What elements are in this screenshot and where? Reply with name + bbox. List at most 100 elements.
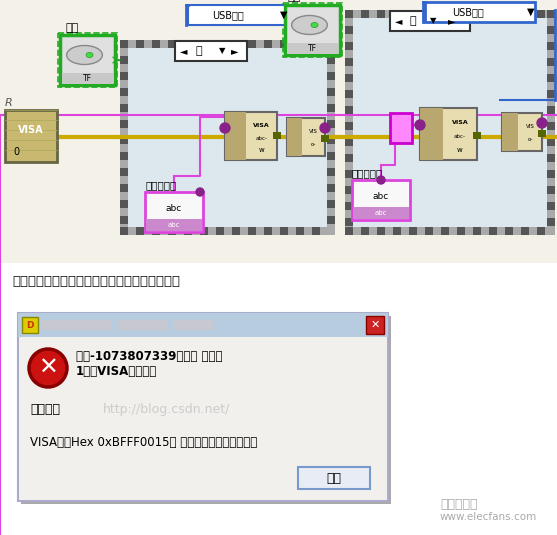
Text: ▼: ▼ [430, 17, 437, 26]
Bar [457, 10, 465, 18]
Bar [120, 40, 128, 48]
Text: ▼: ▼ [527, 7, 535, 17]
Text: 可能原因: 可能原因 [30, 403, 60, 416]
Bar [547, 106, 555, 114]
Bar [0, 0, 557, 263]
Bar [327, 56, 335, 64]
Bar [22, 317, 38, 333]
Ellipse shape [311, 22, 318, 27]
Bar [327, 40, 335, 48]
Bar [120, 40, 335, 235]
Bar [353, 207, 409, 219]
Bar [120, 40, 128, 48]
Bar [345, 90, 353, 98]
Text: 写入缓冲区: 写入缓冲区 [352, 168, 383, 178]
Text: VISA: VISA [253, 123, 270, 128]
Text: 我们点击运行看一下效果。结果系统又报错了。: 我们点击运行看一下效果。结果系统又报错了。 [12, 275, 180, 288]
Text: ▼: ▼ [280, 10, 287, 20]
Text: abc-: abc- [454, 134, 466, 139]
Bar [280, 40, 288, 48]
Bar [361, 10, 369, 18]
Text: ✕: ✕ [38, 356, 58, 380]
Bar [184, 227, 192, 235]
Bar [21, 316, 391, 504]
Text: o-: o- [311, 142, 316, 147]
Bar [120, 88, 128, 96]
Bar [327, 72, 335, 80]
Bar [473, 227, 481, 235]
Text: 继续: 继续 [326, 471, 341, 485]
Text: ►: ► [448, 16, 456, 26]
Circle shape [320, 123, 330, 133]
Text: R: R [5, 98, 13, 108]
Text: http://blog.csdn.net/: http://blog.csdn.net/ [103, 403, 231, 416]
Ellipse shape [292, 16, 328, 34]
Text: 写入缓冲区: 写入缓冲区 [145, 180, 176, 190]
Bar [248, 227, 256, 235]
Bar [120, 184, 128, 192]
Text: ◄: ◄ [395, 16, 403, 26]
Bar [312, 227, 320, 235]
Bar [18, 313, 388, 337]
Bar [345, 10, 555, 235]
Bar [505, 10, 513, 18]
Text: 真: 真 [195, 46, 202, 56]
Bar [345, 10, 353, 18]
Bar [409, 10, 417, 18]
Bar [18, 313, 388, 501]
Bar [345, 42, 353, 50]
Bar [62, 73, 113, 84]
Text: VIS: VIS [526, 124, 534, 129]
Bar [200, 227, 208, 235]
Bar [547, 90, 555, 98]
Text: ►: ► [231, 46, 238, 56]
Bar [200, 40, 208, 48]
Circle shape [377, 176, 385, 184]
Bar [5, 110, 57, 162]
Text: abc: abc [375, 210, 387, 216]
Text: w: w [258, 148, 264, 154]
Bar [152, 227, 160, 235]
Bar [120, 200, 128, 208]
Bar [283, 3, 342, 57]
Text: w: w [457, 147, 463, 152]
Bar [345, 74, 353, 82]
Bar [120, 168, 128, 176]
Bar [120, 56, 128, 64]
Bar [345, 227, 353, 235]
Bar [345, 154, 353, 162]
Text: USB中断: USB中断 [212, 10, 244, 20]
Bar [128, 48, 327, 227]
Bar [327, 104, 335, 112]
Bar [547, 26, 555, 34]
Bar [366, 316, 384, 334]
Bar [425, 2, 535, 22]
Bar [287, 43, 338, 54]
Bar [285, 5, 340, 55]
Bar [420, 108, 477, 160]
Text: abc: abc [373, 192, 389, 201]
Bar [120, 216, 128, 224]
Bar [425, 10, 433, 18]
Bar [345, 202, 353, 210]
Bar [296, 227, 304, 235]
Text: TF: TF [308, 44, 317, 53]
Bar [175, 41, 247, 61]
Bar [287, 118, 302, 156]
Bar [345, 10, 353, 18]
Text: ◄: ◄ [180, 46, 188, 56]
Text: ▼: ▼ [219, 47, 226, 56]
Bar [345, 26, 353, 34]
Ellipse shape [86, 52, 93, 57]
Bar [19, 337, 387, 500]
Bar [264, 227, 272, 235]
Bar [345, 218, 353, 226]
Text: D: D [26, 320, 34, 330]
Bar [327, 152, 335, 160]
Bar [390, 113, 412, 143]
Text: abc-: abc- [256, 136, 267, 141]
Bar [473, 10, 481, 18]
Bar [136, 227, 144, 235]
Bar [377, 227, 385, 235]
Bar [280, 227, 288, 235]
